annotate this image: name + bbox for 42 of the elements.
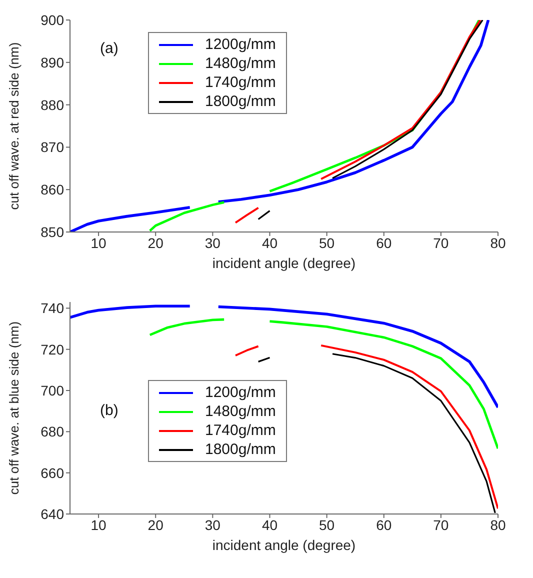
y-tick-label: 900 (40, 12, 64, 28)
legend-label: 1740g/mm (205, 73, 276, 92)
x-tick-label: 40 (262, 516, 278, 533)
y-tick-label: 740 (40, 300, 64, 316)
y-tick-label: 640 (40, 506, 64, 522)
legend-label: 1200g/mm (205, 35, 276, 54)
x-tick-label: 80 (490, 234, 506, 251)
x-tick-label: 30 (204, 234, 221, 251)
y-tick-label: 660 (40, 464, 64, 481)
x-axis-title: incident angle (degree) (212, 255, 356, 271)
x-tick-label: 50 (319, 516, 335, 533)
x-tick-label: 80 (490, 516, 506, 533)
x-tick-label: 60 (376, 234, 392, 251)
legend-label: 1800g/mm (205, 440, 276, 459)
x-tick-label: 30 (204, 516, 221, 533)
legend-label: 1740g/mm (205, 421, 276, 440)
x-tick-label: 40 (262, 234, 278, 251)
x-tick-label: 20 (148, 234, 164, 251)
annotation: (a) (100, 40, 118, 57)
legend-label: 1480g/mm (205, 54, 276, 73)
x-tick-label: 50 (319, 234, 335, 251)
legend-label: 1200g/mm (205, 383, 276, 402)
x-tick-label: 70 (433, 516, 449, 533)
y-tick-label: 860 (40, 182, 64, 198)
x-tick-label: 60 (376, 516, 392, 533)
y-tick-label: 890 (40, 54, 64, 70)
x-tick-label: 20 (148, 516, 164, 533)
annotation: (b) (100, 402, 118, 419)
y-tick-label: 850 (40, 224, 64, 240)
x-axis-title: incident angle (degree) (212, 537, 356, 553)
y-tick-label: 720 (40, 341, 64, 358)
y-tick-label: 700 (40, 382, 64, 398)
y-axis-title: cut off wave. at red side (nm) (6, 42, 22, 210)
y-tick-label: 680 (40, 424, 64, 440)
legend-label: 1800g/mm (205, 92, 276, 111)
x-tick-label: 10 (90, 234, 107, 251)
y-tick-label: 870 (40, 139, 64, 156)
y-tick-label: 880 (40, 96, 64, 113)
y-axis-title: cut off wave. at blue side (nm) (6, 321, 22, 495)
x-tick-label: 10 (90, 516, 107, 533)
legend-label: 1480g/mm (205, 402, 276, 421)
x-tick-label: 70 (433, 234, 449, 251)
